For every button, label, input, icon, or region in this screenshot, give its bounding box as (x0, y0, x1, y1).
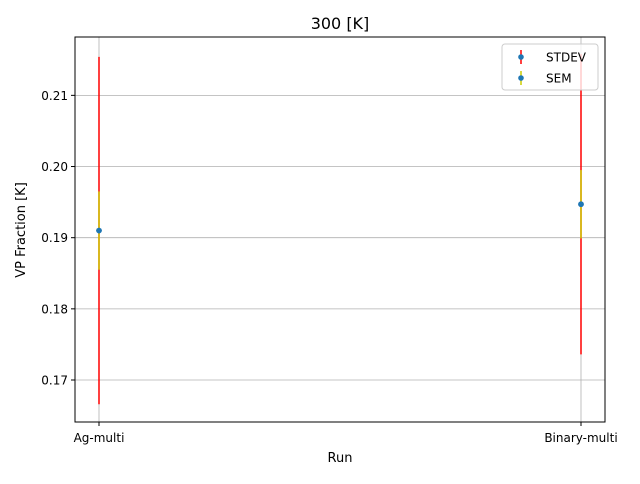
legend-marker-stdev (518, 54, 524, 60)
x-tick-label: Binary-multi (544, 431, 617, 445)
chart-title: 300 [K] (311, 14, 370, 33)
y-tick-label: 0.20 (41, 160, 68, 174)
legend-label-stdev: STDEV (546, 51, 587, 65)
y-axis-label: VP Fraction [K] (14, 182, 29, 278)
data-point-sem (96, 227, 102, 234)
y-tick-label: 0.17 (41, 374, 68, 388)
y-tick-label: 0.18 (41, 302, 68, 316)
data-point-sem (578, 201, 584, 208)
y-tick-label: 0.21 (41, 89, 68, 103)
y-tick-label: 0.19 (41, 231, 68, 245)
x-axis-label: Run (328, 451, 353, 466)
x-tick-label: Ag-multi (74, 431, 125, 445)
plot-frame (74, 36, 606, 423)
legend-box (501, 43, 599, 91)
chart-marks (96, 54, 584, 405)
legend-marker-sem (518, 75, 524, 81)
axis-ticks: 0.17 0.18 0.19 0.20 0.21 Ag-multi Binary-multi (41, 89, 617, 445)
legend-label-sem: SEM (546, 72, 572, 86)
legend: STDEV SEM (501, 43, 599, 91)
